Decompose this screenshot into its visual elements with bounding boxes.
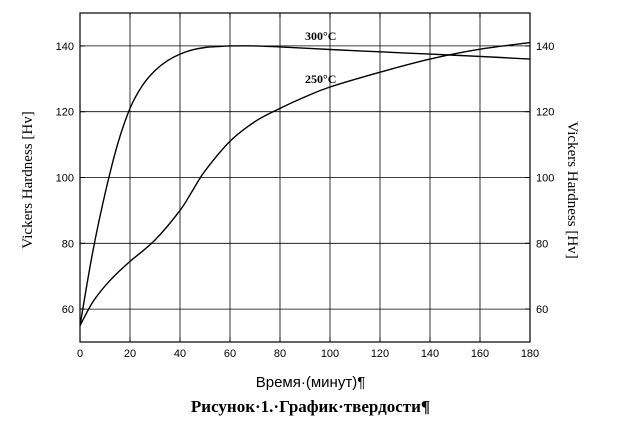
series-label-1: 250°C [305,72,336,86]
x-axis-label: Время·(минут)¶ [255,374,366,391]
y-tick-label-left: 140 [56,41,74,53]
y-tick-label-left: 120 [56,107,74,119]
series-labels: 300°C 250°C [305,29,336,86]
series-line-1 [79,41,531,326]
y-tick-label-right: 80 [536,238,548,250]
x-tick-label: 80 [274,348,286,360]
x-tick-label: 0 [77,348,83,360]
axis-ticks: 0 20 40 60 80 100 120 140 160 180 60 60 80 80 100 100 12… [56,13,554,360]
x-tick-label: 140 [421,348,439,360]
x-tick-label: 120 [371,348,389,360]
y-tick-label-left: 60 [62,304,74,316]
y-axis-label-right: Vickers Hardness [Hv] [564,121,580,258]
series-line-0 [79,45,531,326]
y-tick-label-left: 80 [62,238,74,250]
x-tick-label: 100 [321,348,339,360]
y-tick-label-right: 60 [536,304,548,316]
figure-caption: Рисунок·1.·График·твердости¶ [190,397,431,416]
y-tick-label-right: 140 [536,41,554,53]
y-tick-label-right: 100 [536,173,554,185]
x-tick-label: 160 [471,348,489,360]
x-tick-label: 60 [224,348,236,360]
series-lines [79,41,531,326]
y-tick-label-right: 120 [536,107,554,119]
x-tick-label: 20 [124,348,136,360]
y-axis-label-left: Vickers Hardness [Hv] [20,111,36,248]
series-label-0: 300°C [305,29,336,43]
x-tick-label: 180 [521,348,539,360]
y-tick-label-left: 100 [56,173,74,185]
x-tick-label: 40 [174,348,186,360]
grid-lines [80,13,530,342]
